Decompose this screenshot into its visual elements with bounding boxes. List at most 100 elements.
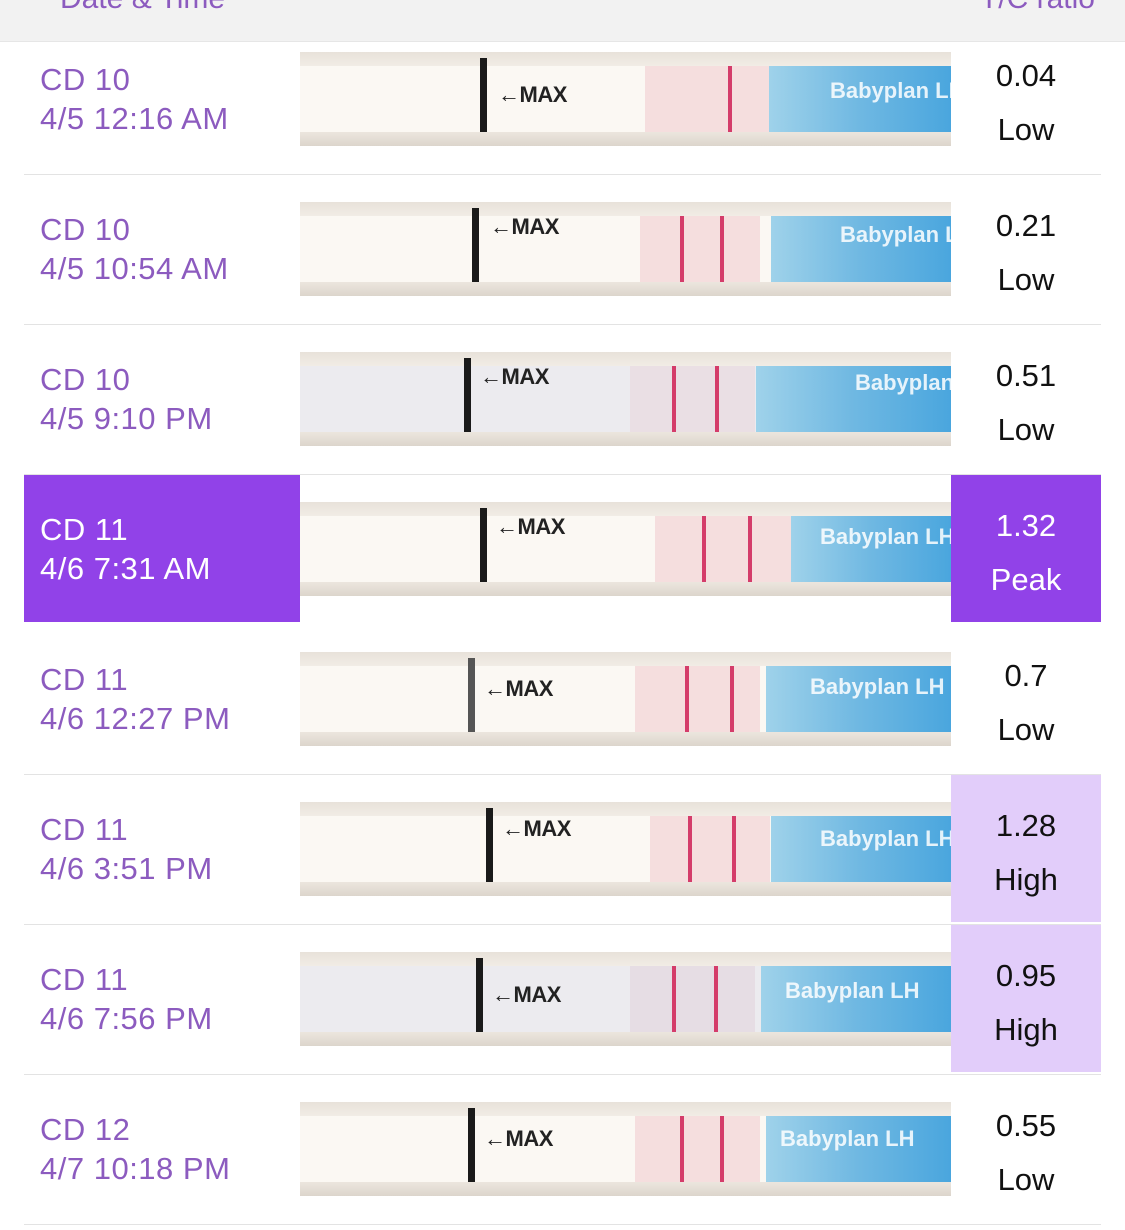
tc-ratio-value: 0.04 <box>995 58 1057 93</box>
brand-area <box>771 216 951 282</box>
brand-area <box>756 366 951 432</box>
result-window <box>630 366 755 432</box>
tc-ratio-value: 0.21 <box>995 208 1057 243</box>
brand-label: Babyplan LH <box>780 1126 915 1151</box>
max-line <box>468 1108 475 1186</box>
strip-shadow <box>300 882 951 896</box>
max-label: ←MAX <box>490 214 559 239</box>
date-cell[interactable]: CD 11 4/6 7:31 AM <box>24 475 300 622</box>
cycle-day-label: CD 11 <box>40 812 129 847</box>
tc-ratio-value: 0.51 <box>995 358 1057 393</box>
test-row[interactable]: CD 11 4/6 7:56 PM ←MAX Babyplan LH 0.95 … <box>24 925 1101 1075</box>
date-time-column-header: Date & Time <box>60 0 225 16</box>
lh-level-label: High <box>994 862 1058 897</box>
row-divider <box>24 924 1101 925</box>
row-divider <box>24 474 1101 475</box>
test-strip-photo[interactable]: ←MAX Babyplan LH <box>300 202 951 296</box>
lh-level-label: Peak <box>990 562 1062 597</box>
ratio-cell[interactable]: 0.04 Low <box>951 25 1101 172</box>
brand-area <box>771 816 951 882</box>
datetime-label: 4/6 12:27 PM <box>40 701 231 736</box>
control-line <box>680 216 684 282</box>
datetime-label: 4/6 7:31 AM <box>40 551 211 586</box>
strip-shadow <box>300 502 951 516</box>
strip-shadow <box>300 132 951 146</box>
test-strip-photo[interactable]: ←MAX Babyplan LH <box>300 652 951 746</box>
brand-label: Babyplan LH <box>855 370 951 395</box>
tc-ratio-value: 0.55 <box>995 1108 1057 1143</box>
datetime-label: 4/6 3:51 PM <box>40 851 213 886</box>
control-line <box>688 816 692 882</box>
strip-shadow <box>300 282 951 296</box>
strip-shadow <box>300 432 951 446</box>
ratio-cell[interactable]: 1.28 High <box>951 775 1101 922</box>
test-strip-photo[interactable]: ←MAX Babyplan LH <box>300 52 951 146</box>
test-line <box>715 366 719 432</box>
result-window <box>635 666 760 732</box>
test-strip-photo[interactable]: ←MAX Babyplan LH <box>300 1102 951 1196</box>
test-row[interactable]: CD 11 4/6 12:27 PM ←MAX Babyplan LH 0.7 … <box>24 625 1101 775</box>
max-label: ←MAX <box>498 82 567 107</box>
ratio-cell[interactable]: 0.55 Low <box>951 1075 1101 1222</box>
test-row[interactable]: CD 10 4/5 9:10 PM ←MAX Babyplan LH 0.51 … <box>24 325 1101 475</box>
strip-shadow <box>300 952 951 966</box>
date-cell[interactable]: CD 10 4/5 12:16 AM <box>24 25 300 172</box>
test-strip-photo[interactable]: ←MAX Babyplan LH <box>300 502 951 596</box>
test-strip-photo[interactable]: ←MAX Babyplan LH <box>300 352 951 446</box>
cycle-day-label: CD 12 <box>40 1112 131 1147</box>
strip-shadow <box>300 1182 951 1196</box>
brand-label: Babyplan LH <box>840 222 951 247</box>
result-window <box>640 216 760 282</box>
ratio-cell[interactable]: 0.51 Low <box>951 325 1101 472</box>
date-cell[interactable]: CD 11 4/6 12:27 PM <box>24 625 300 772</box>
test-strip-photo[interactable]: ←MAX Babyplan LH <box>300 952 951 1046</box>
test-line <box>728 66 732 132</box>
strip-shadow <box>300 1032 951 1046</box>
control-line <box>680 1116 684 1182</box>
strip-shadow <box>300 1102 951 1116</box>
test-line <box>748 516 752 582</box>
result-window <box>650 816 770 882</box>
date-cell[interactable]: CD 10 4/5 9:10 PM <box>24 325 300 472</box>
brand-area <box>761 966 951 1032</box>
tc-ratio-column-header: T/C ratio <box>980 0 1095 16</box>
test-strip-photo[interactable]: ←MAX Babyplan LH <box>300 802 951 896</box>
datetime-label: 4/5 9:10 PM <box>40 401 213 436</box>
test-line <box>720 216 724 282</box>
date-cell[interactable]: CD 11 4/6 3:51 PM <box>24 775 300 922</box>
row-divider <box>24 1074 1101 1075</box>
test-row[interactable]: CD 11 4/6 3:51 PM ←MAX Babyplan LH 1.28 … <box>24 775 1101 925</box>
row-divider <box>24 774 1101 775</box>
test-line <box>714 966 718 1032</box>
lh-level-label: Low <box>997 1162 1055 1197</box>
test-row[interactable]: CD 10 4/5 12:16 AM ←MAX Babyplan LH 0.04… <box>24 25 1101 175</box>
lh-level-label: Low <box>997 262 1055 297</box>
row-divider <box>24 324 1101 325</box>
ratio-cell[interactable]: 0.7 Low <box>951 625 1101 772</box>
test-row[interactable]: CD 12 4/7 10:18 PM ←MAX Babyplan LH 0.55… <box>24 1075 1101 1225</box>
date-cell[interactable]: CD 11 4/6 7:56 PM <box>24 925 300 1072</box>
strip-shadow <box>300 802 951 816</box>
date-cell[interactable]: CD 12 4/7 10:18 PM <box>24 1075 300 1222</box>
ratio-cell[interactable]: 1.32 Peak <box>951 475 1101 622</box>
control-line <box>702 516 706 582</box>
list-header: Date & Time T/C ratio <box>0 0 1125 42</box>
brand-label: Babyplan LH <box>820 826 951 851</box>
max-line <box>472 208 479 286</box>
row-divider <box>24 1224 1101 1225</box>
datetime-label: 4/5 10:54 AM <box>40 251 229 286</box>
cycle-day-label: CD 11 <box>40 962 129 997</box>
strip-shadow <box>300 202 951 216</box>
max-line <box>476 958 483 1036</box>
lh-level-label: Low <box>997 412 1055 447</box>
test-row[interactable]: CD 10 4/5 10:54 AM ←MAX Babyplan LH 0.21… <box>24 175 1101 325</box>
test-row-selected[interactable]: CD 11 4/6 7:31 AM ←MAX Babyplan LH 1.32 … <box>24 475 1101 625</box>
strip-shadow <box>300 582 951 596</box>
date-cell[interactable]: CD 10 4/5 10:54 AM <box>24 175 300 322</box>
max-label: ←MAX <box>480 364 549 389</box>
control-line <box>672 966 676 1032</box>
ratio-cell[interactable]: 0.21 Low <box>951 175 1101 322</box>
tc-ratio-value: 1.32 <box>995 508 1057 543</box>
datetime-label: 4/6 7:56 PM <box>40 1001 213 1036</box>
ratio-cell[interactable]: 0.95 High <box>951 925 1101 1072</box>
